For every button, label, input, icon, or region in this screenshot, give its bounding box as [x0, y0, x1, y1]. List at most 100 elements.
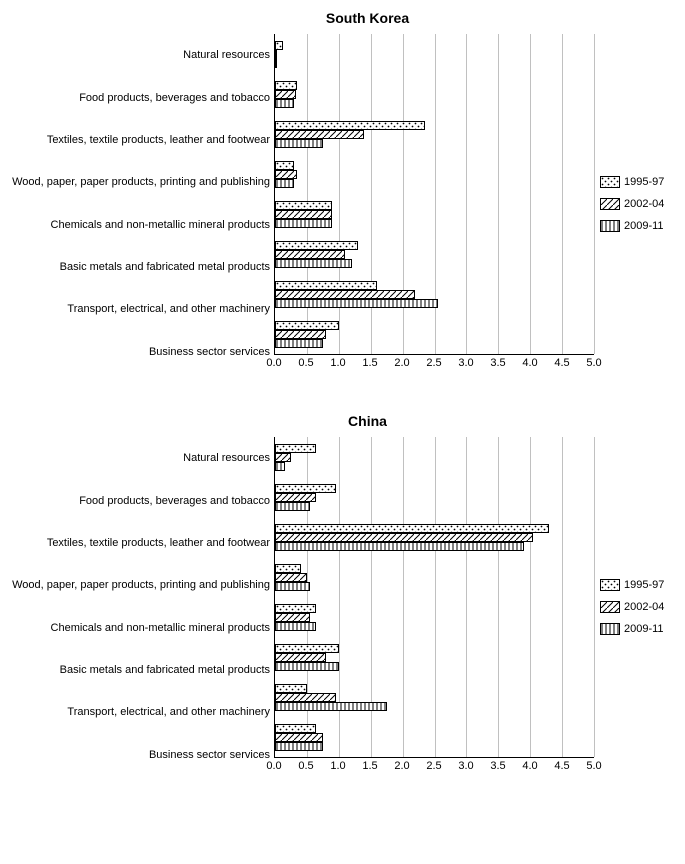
bar [275, 613, 310, 622]
category-label: Textiles, textile products, leather and … [10, 134, 270, 146]
bar [275, 130, 364, 139]
bar [275, 321, 339, 330]
bar [275, 733, 323, 742]
bar-group [275, 484, 594, 511]
legend-item: 2002-04 [600, 198, 675, 210]
x-tick-label: 0.0 [266, 760, 281, 772]
bar-group [275, 241, 594, 268]
category-label: Business sector services [10, 749, 270, 761]
bar [275, 453, 291, 462]
bar [275, 542, 524, 551]
legend-label: 2002-04 [624, 601, 664, 613]
bar [275, 50, 277, 59]
gridline [594, 34, 595, 354]
legend-item: 2002-04 [600, 601, 675, 613]
category-label: Basic metals and fabricated metal produc… [10, 664, 270, 676]
x-tick-label: 5.0 [586, 357, 601, 369]
plot-area [274, 437, 594, 758]
legend-item: 1995-97 [600, 176, 675, 188]
chart-panel: ChinaNatural resourcesFood products, bev… [10, 413, 675, 776]
legend-swatch [600, 198, 620, 210]
x-tick-label: 1.5 [362, 760, 377, 772]
bar [275, 241, 358, 250]
x-axis: 0.00.51.01.52.02.53.03.54.04.55.0 [274, 758, 594, 776]
bar [275, 462, 285, 471]
bar [275, 161, 294, 170]
bar [275, 41, 283, 50]
legend-item: 2009-11 [600, 623, 675, 635]
plot-area [274, 34, 594, 355]
bar [275, 662, 339, 671]
y-axis-labels: Natural resourcesFood products, beverage… [10, 34, 274, 373]
legend-swatch [600, 220, 620, 232]
bar [275, 493, 316, 502]
bar [275, 702, 387, 711]
x-tick-label: 4.5 [554, 357, 569, 369]
bar [275, 330, 326, 339]
bar [275, 219, 332, 228]
legend-swatch [600, 176, 620, 188]
x-tick-label: 3.5 [490, 760, 505, 772]
category-label: Basic metals and fabricated metal produc… [10, 261, 270, 273]
bar [275, 170, 297, 179]
x-tick-label: 5.0 [586, 760, 601, 772]
category-label: Wood, paper, paper products, printing an… [10, 176, 270, 188]
category-label: Food products, beverages and tobacco [10, 495, 270, 507]
bar [275, 742, 323, 751]
category-label: Business sector services [10, 346, 270, 358]
legend-label: 1995-97 [624, 176, 664, 188]
bar [275, 684, 307, 693]
bar [275, 604, 316, 613]
bar [275, 259, 352, 268]
x-tick-label: 4.5 [554, 760, 569, 772]
x-tick-label: 0.5 [298, 357, 313, 369]
bar [275, 139, 323, 148]
category-label: Natural resources [10, 49, 270, 61]
category-label: Transport, electrical, and other machine… [10, 706, 270, 718]
legend-item: 1995-97 [600, 579, 675, 591]
x-tick-label: 2.5 [426, 760, 441, 772]
y-axis-labels: Natural resources Food products, beverage… [10, 437, 274, 776]
bar [275, 90, 296, 99]
bar [275, 201, 332, 210]
bar [275, 444, 316, 453]
x-tick-label: 3.5 [490, 357, 505, 369]
x-tick-label: 2.5 [426, 357, 441, 369]
bar-group [275, 41, 594, 68]
bar [275, 179, 294, 188]
bar [275, 290, 415, 299]
bar-group [275, 524, 594, 551]
bar [275, 653, 326, 662]
bar [275, 582, 310, 591]
legend-swatch [600, 623, 620, 635]
gridline [594, 437, 595, 757]
bar [275, 622, 316, 631]
bar [275, 644, 339, 653]
bar-group [275, 564, 594, 591]
x-axis: 0.00.51.01.52.02.53.03.54.04.55.0 [274, 355, 594, 373]
x-tick-label: 3.0 [458, 760, 473, 772]
bar [275, 502, 310, 511]
x-tick-label: 2.0 [394, 760, 409, 772]
category-label: Transport, electrical, and other machine… [10, 303, 270, 315]
legend-label: 2009-11 [624, 220, 664, 232]
bar [275, 484, 336, 493]
bar-group [275, 644, 594, 671]
legend-item: 2009-11 [600, 220, 675, 232]
category-label: Chemicals and non-metallic mineral produ… [10, 622, 270, 634]
x-tick-label: 3.0 [458, 357, 473, 369]
x-tick-label: 1.0 [330, 357, 345, 369]
legend: 1995-97 2002-04 2009-11 [594, 34, 675, 373]
bar [275, 533, 533, 542]
x-tick-label: 4.0 [522, 760, 537, 772]
bar [275, 564, 301, 573]
x-tick-label: 2.0 [394, 357, 409, 369]
bar-group [275, 121, 594, 148]
bar [275, 299, 438, 308]
legend-label: 1995-97 [624, 579, 664, 591]
legend-label: 2002-04 [624, 198, 664, 210]
bar-group [275, 321, 594, 348]
category-label: Natural resources [10, 452, 270, 464]
bar [275, 573, 307, 582]
x-tick-label: 0.0 [266, 357, 281, 369]
